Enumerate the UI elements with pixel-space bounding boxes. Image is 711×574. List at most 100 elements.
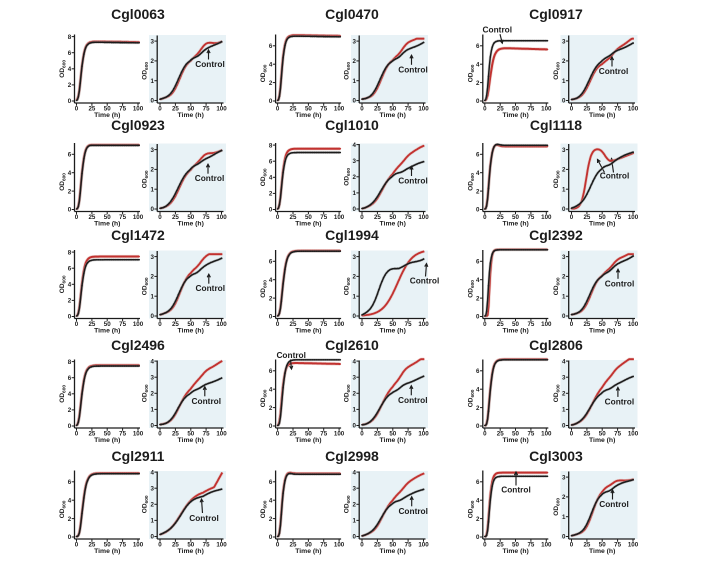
svg-text:0: 0 [276,321,280,328]
svg-text:OD600: OD600 [467,280,476,298]
svg-text:Time (h): Time (h) [94,328,120,335]
svg-text:25: 25 [172,542,179,549]
svg-text:Time (h): Time (h) [94,437,120,444]
svg-text:50: 50 [512,321,519,328]
svg-text:100: 100 [216,106,227,113]
svg-text:0: 0 [570,542,574,549]
svg-text:2: 2 [68,516,72,523]
svg-text:4: 4 [269,175,273,182]
svg-text:6: 6 [476,368,480,375]
svg-text:50: 50 [389,542,396,549]
svg-text:0: 0 [483,214,487,221]
svg-text:75: 75 [203,431,210,438]
svg-text:4: 4 [476,170,480,177]
svg-text:Control: Control [195,173,225,183]
svg-text:75: 75 [405,106,412,113]
svg-text:25: 25 [583,106,590,113]
svg-text:0: 0 [276,542,280,549]
svg-text:25: 25 [374,542,381,549]
svg-text:25: 25 [172,106,179,113]
svg-text:0: 0 [476,98,480,105]
svg-text:75: 75 [320,321,327,328]
svg-text:100: 100 [216,431,227,438]
svg-text:75: 75 [119,542,126,549]
svg-text:Time (h): Time (h) [94,548,120,555]
svg-text:1: 1 [562,186,566,193]
svg-text:2: 2 [269,191,273,198]
svg-text:100: 100 [418,431,429,438]
svg-text:3: 3 [562,254,566,261]
svg-text:4: 4 [68,282,72,289]
svg-text:75: 75 [405,542,412,549]
svg-text:Time (h): Time (h) [502,112,528,119]
svg-text:Cgl0923: Cgl0923 [111,117,165,133]
svg-text:0: 0 [352,206,356,213]
svg-text:Cgl2392: Cgl2392 [529,227,583,243]
svg-text:100: 100 [541,431,552,438]
svg-text:OD600: OD600 [260,500,269,518]
svg-text:0: 0 [352,98,356,105]
svg-text:3: 3 [150,374,154,381]
svg-text:2: 2 [269,80,273,87]
svg-text:0: 0 [570,214,574,221]
svg-text:OD600: OD600 [260,280,269,298]
svg-text:0: 0 [158,214,162,221]
svg-text:OD600: OD600 [553,498,562,516]
svg-text:0: 0 [352,313,356,320]
svg-text:25: 25 [583,321,590,328]
svg-text:Control: Control [398,176,428,186]
svg-text:OD600: OD600 [344,277,353,295]
svg-text:0: 0 [562,313,566,320]
svg-text:25: 25 [290,214,297,221]
svg-text:2: 2 [562,494,566,501]
svg-text:50: 50 [599,106,606,113]
svg-text:Time (h): Time (h) [94,221,120,228]
svg-text:6: 6 [269,259,273,266]
svg-text:2: 2 [562,274,566,281]
svg-text:4: 4 [68,497,72,504]
svg-text:50: 50 [305,431,312,438]
svg-text:OD600: OD600 [553,170,562,188]
svg-text:25: 25 [88,431,95,438]
svg-text:6: 6 [68,265,72,272]
svg-text:0: 0 [68,207,72,214]
svg-text:100: 100 [541,214,552,221]
svg-text:0: 0 [158,321,162,328]
svg-text:OD600: OD600 [344,168,353,186]
svg-text:4: 4 [269,61,273,68]
svg-text:50: 50 [599,321,606,328]
svg-text:100: 100 [418,321,429,328]
svg-text:0: 0 [483,106,487,113]
svg-text:75: 75 [527,431,534,438]
svg-text:75: 75 [405,431,412,438]
svg-text:OD600: OD600 [467,389,476,407]
svg-text:Time (h): Time (h) [502,221,528,228]
svg-text:Time (h): Time (h) [295,437,321,444]
svg-text:1: 1 [562,293,566,300]
svg-text:OD600: OD600 [344,495,353,513]
svg-text:6: 6 [269,479,273,486]
svg-text:4: 4 [68,66,72,73]
svg-text:0: 0 [276,106,280,113]
svg-text:6: 6 [476,479,480,486]
svg-text:Time (h): Time (h) [589,112,615,119]
svg-text:Time (h): Time (h) [178,437,204,444]
svg-text:25: 25 [88,542,95,549]
svg-text:1: 1 [150,186,154,193]
svg-text:Time (h): Time (h) [178,112,204,119]
svg-text:0: 0 [269,423,273,430]
svg-text:100: 100 [541,106,552,113]
svg-text:0: 0 [476,314,480,321]
svg-text:Cgl0470: Cgl0470 [325,6,379,22]
svg-text:2: 2 [352,174,356,181]
svg-text:75: 75 [203,542,210,549]
svg-text:2: 2 [352,274,356,281]
svg-text:50: 50 [512,214,519,221]
svg-text:Cgl1472: Cgl1472 [111,227,165,243]
svg-text:OD600: OD600 [344,384,353,402]
svg-text:2: 2 [352,58,356,65]
svg-text:75: 75 [320,106,327,113]
svg-text:100: 100 [334,106,345,113]
svg-text:Control: Control [501,485,531,495]
svg-text:25: 25 [290,431,297,438]
